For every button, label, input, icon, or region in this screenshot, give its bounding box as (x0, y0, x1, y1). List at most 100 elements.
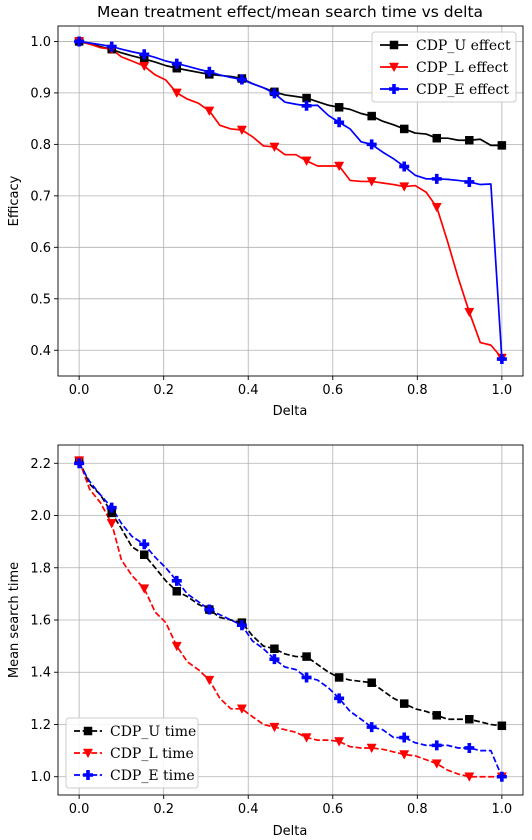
data-point (431, 173, 442, 184)
x-axis-title-top: Delta (273, 404, 308, 419)
data-point (270, 644, 279, 653)
legend-label: CDP_L effect (416, 60, 508, 76)
data-point (399, 699, 409, 708)
data-point (301, 100, 312, 111)
series-line-cdp-u-effect (78, 40, 502, 147)
data-point (106, 502, 117, 513)
y-tick-label: 0.4 (30, 344, 51, 359)
data-point (465, 136, 474, 145)
data-point (366, 177, 377, 187)
data-point (301, 156, 312, 166)
data-point (464, 307, 475, 318)
y-tick-label: 0.5 (30, 292, 51, 307)
y-tick-label: 0.6 (30, 241, 51, 256)
data-point (431, 759, 442, 769)
data-point (106, 41, 117, 52)
y-tick-label: 0.9 (30, 86, 51, 101)
x-tick-label: 0.2 (153, 802, 174, 817)
legend-label: CDP_U time (110, 724, 196, 740)
y-axis-title-bottom: Mean search time (7, 562, 22, 678)
x-tick-label: 1.0 (492, 802, 513, 817)
data-point (269, 654, 280, 665)
series-line-cdp-u-time (78, 460, 502, 727)
data-point (236, 125, 247, 136)
data-point (236, 74, 247, 85)
legend-box (371, 31, 517, 103)
data-point (464, 176, 475, 187)
data-point (399, 161, 410, 172)
legend-marker (83, 770, 93, 780)
data-point (269, 722, 280, 733)
data-point (464, 742, 475, 753)
data-point (496, 354, 507, 365)
data-point (431, 740, 442, 751)
search-time-chart: 0.0 0.2 0.4 0.6 0.8 1.0 1.0 1.2 1.4 1.6 1.8 2.0 2.2 C… (30, 444, 524, 817)
chart-title: Mean treatment effect/mean search time v… (97, 3, 483, 21)
x-tick-label: 0.6 (322, 383, 343, 398)
data-point (432, 133, 442, 143)
legend-label: CDP_E effect (416, 82, 509, 98)
data-point (171, 641, 182, 652)
data-point (366, 743, 377, 754)
data-point (269, 88, 280, 99)
y-tick-label: 1.8 (30, 561, 51, 576)
data-point (139, 584, 150, 594)
x-tick-label: 0.8 (407, 802, 428, 817)
y-tick-label: 1.2 (30, 718, 51, 733)
data-point (172, 587, 182, 596)
x-tick-label: 0.0 (69, 383, 90, 398)
x-tick-label: 0.4 (238, 802, 259, 817)
x-tick-label: 0.2 (153, 383, 174, 398)
data-point (139, 539, 150, 550)
data-point (139, 61, 150, 72)
legend: CDP_U time CDP_L time CDP_E time (65, 717, 199, 789)
x-tick-label: 0.6 (322, 802, 343, 817)
efficacy-chart: 0.0 0.2 0.4 0.6 0.8 1.0 0.4 0.5 0.6 0.7 0.8 0.9 1.0 C… (30, 25, 524, 398)
data-point (399, 750, 410, 760)
data-point (464, 772, 475, 782)
data-point (497, 721, 507, 731)
data-point (399, 732, 410, 743)
data-point (204, 66, 215, 77)
data-point (366, 722, 377, 733)
data-point (171, 88, 182, 99)
legend-marker (83, 726, 93, 736)
data-point (301, 733, 312, 743)
legend-label: CDP_L time (110, 746, 194, 762)
x-tick-label: 0.0 (69, 802, 90, 817)
data-point (139, 550, 149, 559)
data-point (334, 117, 345, 128)
series-line-cdp-e-effect (79, 40, 503, 360)
y-tick-label: 1.0 (30, 770, 51, 785)
data-point (334, 737, 345, 747)
data-point (367, 111, 376, 121)
legend-marker (389, 40, 399, 50)
y-tick-label: 1.6 (30, 614, 51, 629)
data-point (497, 141, 507, 150)
data-point (204, 106, 215, 117)
data-point (431, 202, 442, 213)
x-tick-label: 0.8 (407, 383, 428, 398)
plot-frame (57, 25, 524, 377)
data-point (465, 715, 474, 724)
data-point (204, 675, 215, 686)
data-point (399, 124, 409, 134)
data-point (334, 673, 344, 682)
data-point (106, 519, 117, 529)
y-tick-label: 1.4 (30, 666, 51, 681)
data-point (171, 575, 182, 586)
y-tick-label: 2.2 (30, 457, 51, 472)
data-point (236, 704, 247, 714)
data-point (171, 58, 182, 69)
data-point (334, 103, 344, 112)
series-line-cdp-e-time (78, 462, 503, 778)
x-tick-label: 0.4 (238, 383, 259, 398)
legend-marker (82, 748, 94, 759)
data-point (302, 652, 311, 661)
data-point (74, 458, 85, 469)
y-tick-label: 1.0 (30, 35, 51, 50)
legend: CDP_U effect CDP_L effect CDP_E effect (371, 31, 517, 103)
data-point (301, 672, 312, 683)
data-point (139, 49, 150, 60)
